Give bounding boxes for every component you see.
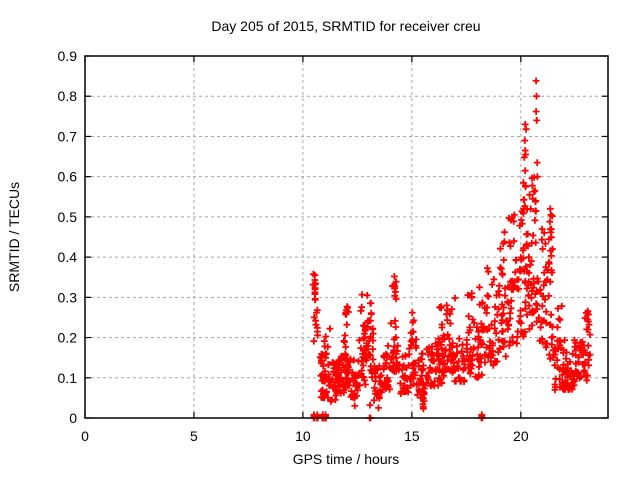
x-tick-label: 10 — [295, 428, 311, 444]
y-tick-label: 0.5 — [58, 209, 78, 225]
y-tick-label: 0.7 — [58, 128, 78, 144]
y-tick-label: 0.1 — [58, 370, 78, 386]
x-tick-label: 0 — [81, 428, 89, 444]
x-axis-label: GPS time / hours — [293, 451, 400, 467]
x-tick-label: 5 — [190, 428, 198, 444]
plot-border — [84, 55, 609, 419]
chart-title: Day 205 of 2015, SRMTID for receiver cre… — [211, 18, 480, 34]
tick-labels-layer: 0 5 10 15 20 0 0.1 0.2 0.3 0.4 0.5 0.6 0.7 0.8 0.9 — [58, 48, 529, 444]
y-tick-label: 0.9 — [58, 48, 78, 64]
y-tick-label: 0 — [69, 410, 77, 426]
y-tick-label: 0.2 — [58, 330, 78, 346]
axes-layer — [84, 55, 609, 419]
y-tick-label: 0.3 — [58, 289, 78, 305]
x-tick-label: 20 — [513, 428, 529, 444]
y-axis-label: SRMTID / TECUs — [6, 182, 22, 292]
x-tick-label: 15 — [404, 428, 420, 444]
grid-lines — [85, 56, 608, 418]
y-tick-label: 0.6 — [58, 169, 78, 185]
y-tick-label: 0.8 — [58, 88, 78, 104]
y-tick-label: 0.4 — [58, 249, 78, 265]
